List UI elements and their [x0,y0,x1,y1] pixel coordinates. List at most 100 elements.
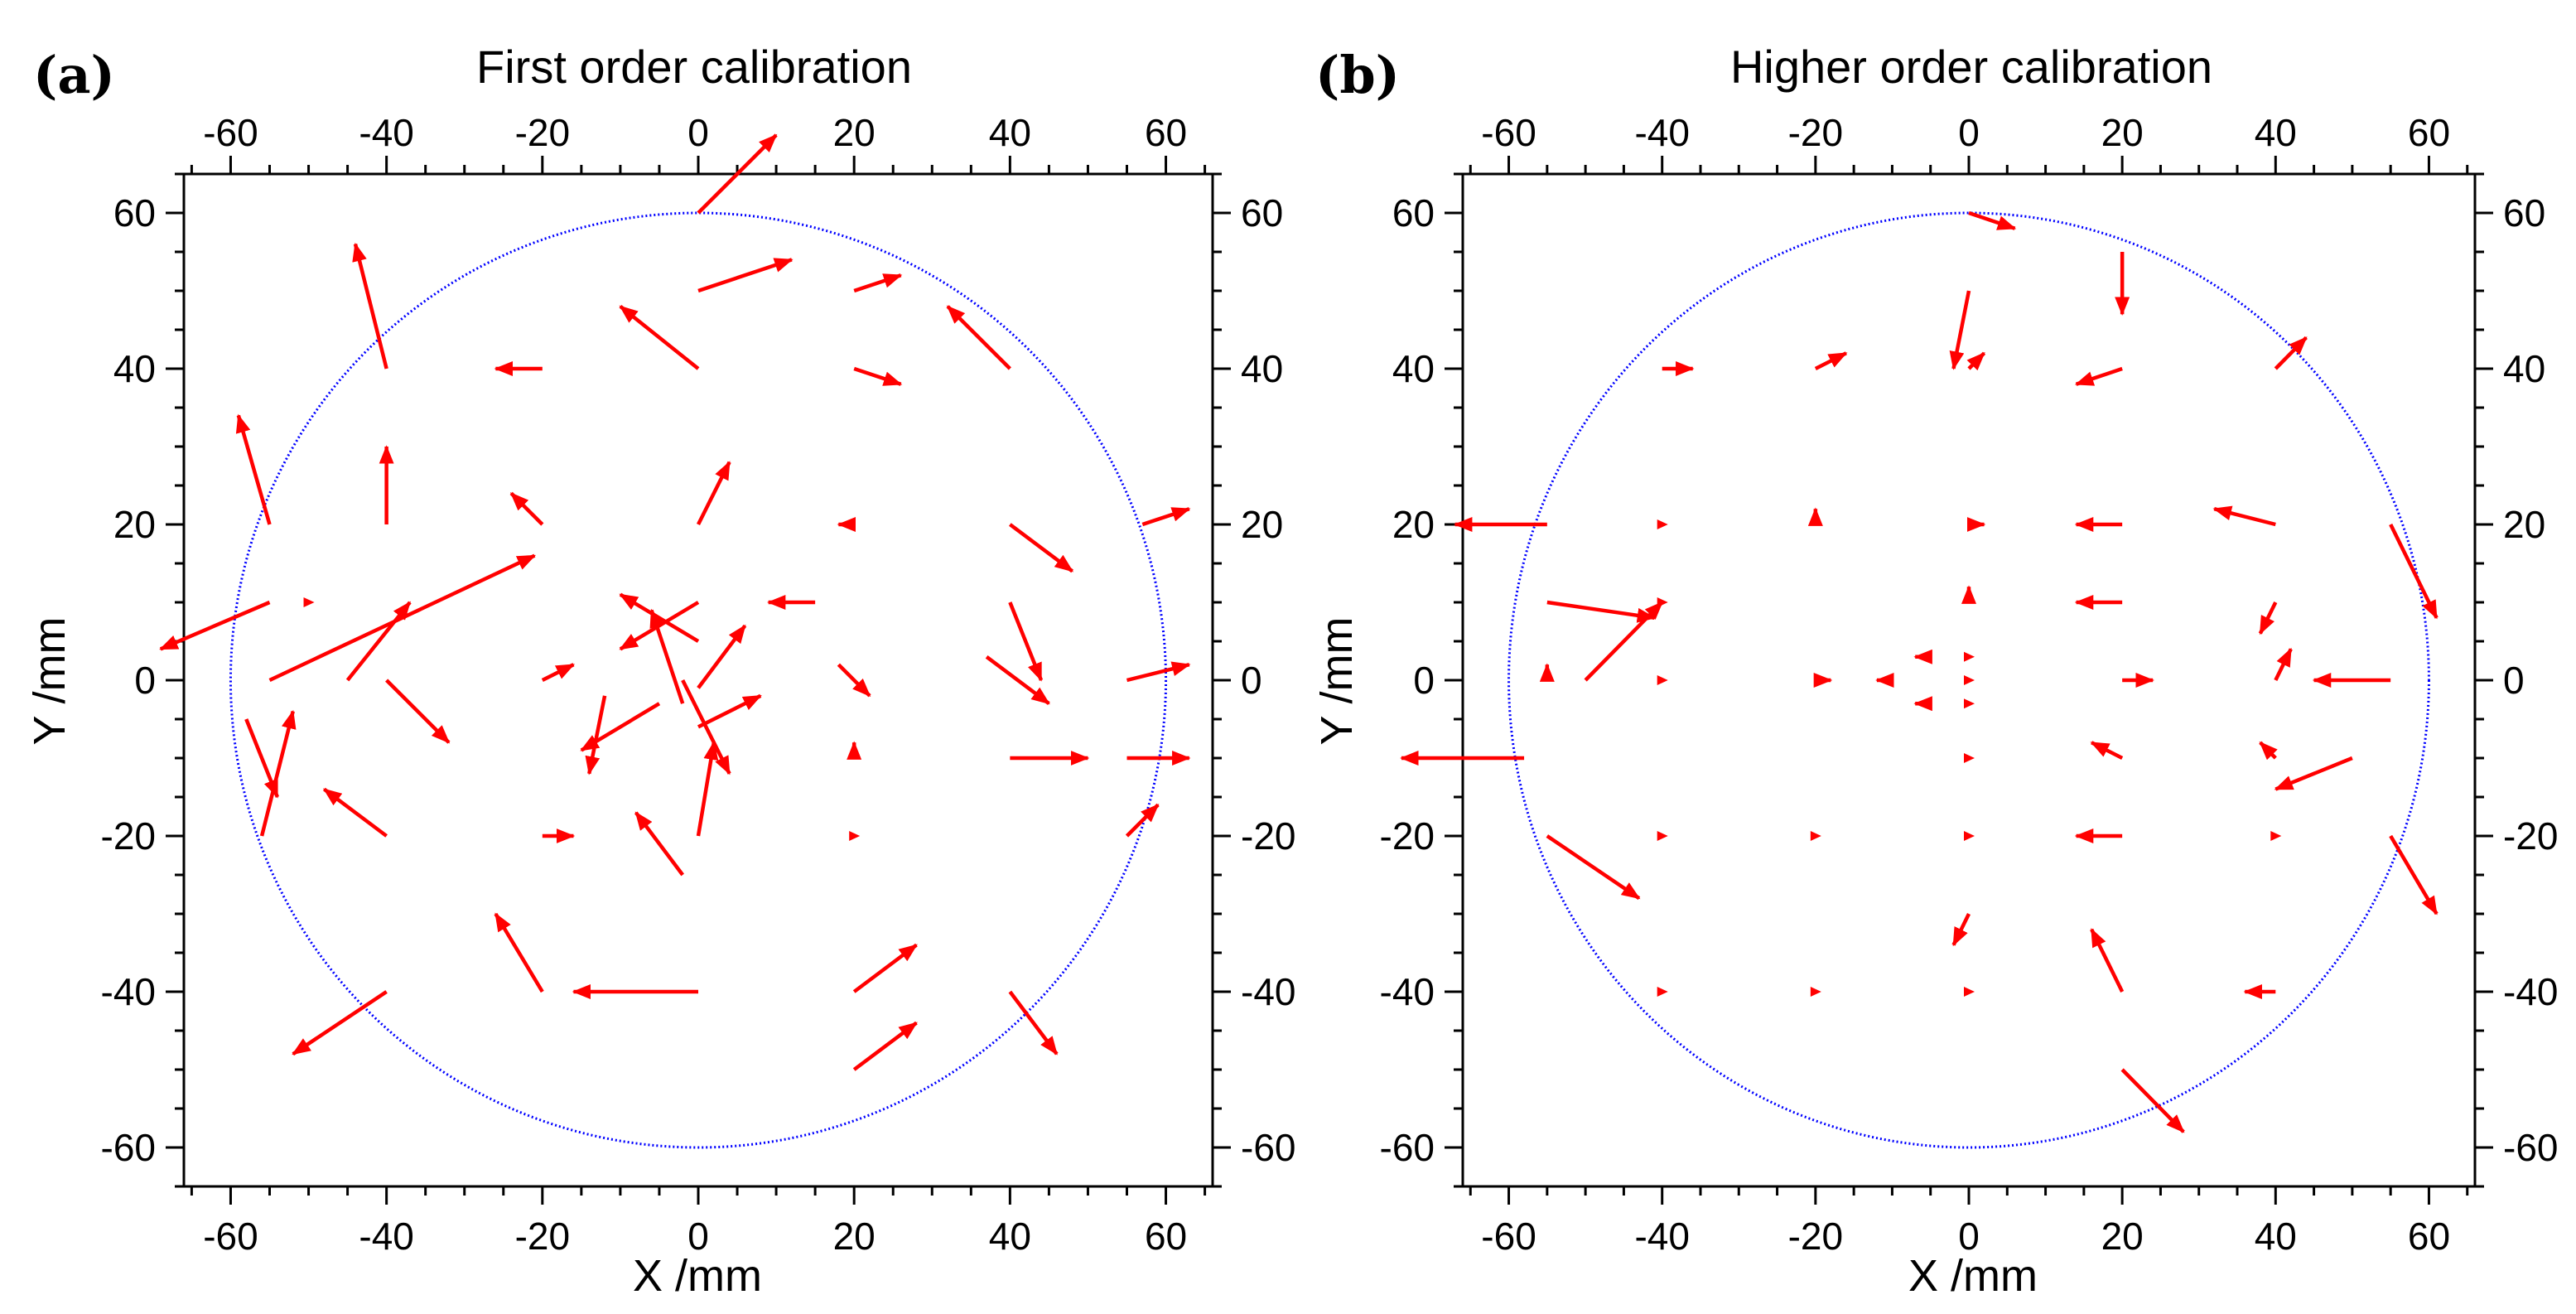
panel-a-chart: (a) First order calibration X /mm Y /mm … [25,41,1295,1301]
panel-a-x-bottom-tick-label: -60 [203,1215,258,1258]
panel-a-y-right-tick-label: -40 [1241,970,1295,1013]
panel-b-x-top-tick-label: -40 [1634,111,1689,154]
panel-b-vector-arrow [1964,831,1975,841]
panel-a-vector-arrow [303,597,315,607]
panel-b-y-left-tick-label: 0 [1413,659,1435,702]
panel-a-vector-arrow [585,695,607,775]
panel-b-vector-arrow [1968,210,2017,230]
panel-a-x-top-tick-label: -20 [515,111,570,154]
panel-b-arrows [1400,210,2439,1133]
panel-b-vector-arrow [1964,698,1975,709]
panel-a-vector-arrow [849,831,861,841]
panel-b-vector-arrow [1964,675,1975,685]
panel-a-vector-arrow [352,242,388,370]
panel-a-vector-arrow [697,258,794,293]
panel-b-vector-arrow [2212,505,2276,527]
panel-a-y-left-tick-label: 20 [113,503,156,546]
panel-a-calibration-circle [229,211,1168,1149]
panel-a-vector-arrow [235,413,272,525]
panel-a-vector-arrow [385,679,451,744]
panel-a-x-top-tick-label: -40 [359,111,413,154]
panel-b-chart: (b) Higher order calibration X /mm Y /mm… [1312,41,2558,1301]
panel-b-vector-arrow [1966,351,1986,371]
panel-a-vector-arrow [619,305,700,370]
panel-b-y-right-tick-label: 20 [2503,503,2545,546]
panel-a-vector-arrow [494,912,544,993]
panel-a-vector-arrow [1008,601,1044,682]
panel-b-x-bottom-tick-label: 40 [2255,1215,2297,1258]
panel-a-title: First order calibration [476,41,912,93]
panel-b-y-left-tick-label: -40 [1380,970,1435,1013]
panel-b-vector-arrow [1584,601,1664,682]
panel-a-vector-arrow [852,943,918,993]
panel-b-vector-arrow [2274,336,2308,370]
panel-b-vector-arrow [1951,913,1971,947]
panel-a-y-left-tick-label: -40 [101,970,156,1013]
panel-b-y-left-tick-label: 60 [1392,191,1435,234]
panel-b-y-right-tick-label: 0 [2503,659,2525,702]
panel-b-vector-arrow [1949,290,1971,370]
panel-a-vector-arrow [509,491,544,526]
panel-a-y-right-tick-label: 20 [1241,503,1283,546]
panel-a-vector-arrow [853,273,903,293]
panel-a-vector-arrow [580,702,661,752]
panel-a-plot-frame [182,172,1214,1188]
panel-a-vector-arrow [244,718,279,799]
panel-b-vector-arrow [2074,366,2123,386]
panel-a-x-top-tick-label: 20 [833,111,876,154]
panel-b-y-right-tick-label: 60 [2503,191,2545,234]
panel-b-y-right-tick-label: -40 [2503,970,2558,1013]
panel-a-y-left-tick-label: -60 [101,1126,156,1169]
panel-a-vector-arrow [696,741,719,837]
panel-a-x-top-tick-label: 60 [1145,111,1187,154]
panel-b-x-top-tick-label: -60 [1481,111,1536,154]
panel-a-y-right-tick-label: -60 [1241,1126,1295,1169]
panel-a-vector-arrow [681,679,731,775]
panel-a-vector-arrow [1126,661,1191,683]
panel-b-vector-arrow [1964,987,1975,997]
panel-b-y-left-tick-label: -20 [1380,814,1435,857]
panel-a-vector-arrow [619,601,700,651]
panel-b-vector-arrow [2259,741,2278,761]
panel-a-vector-arrow [541,663,576,683]
panel-a-vector-arrow [946,305,1011,370]
panel-b-y-right-tick-label: -20 [2503,814,2558,857]
panel-a-vector-arrow [697,624,747,689]
panel-b-vector-arrow [1657,519,1668,529]
panel-a-vector-arrow [1125,803,1160,838]
panel-a-x-bottom-tick-label: 40 [989,1215,1031,1258]
panel-a-vector-arrow [268,553,537,683]
panel-b-x-top-tick-label: 0 [1958,111,1980,154]
panel-b-vector-arrow [1810,987,1821,997]
panel-a-y-left-tick-label: 60 [113,191,156,234]
panel-b-x-bottom-tick-label: 0 [1958,1215,1980,1258]
panel-b-vector-arrow [1810,831,1821,841]
panel-a-x-bottom-tick-label: -40 [359,1215,413,1258]
panel-a-vector-arrow [697,693,762,729]
panel-a-y-left-tick-label: -20 [101,814,156,857]
panel-b-vector-arrow [1546,600,1657,623]
panel-a-y-right-tick-label: -20 [1241,814,1295,857]
panel-b-vector-arrow [2090,741,2124,761]
panel-b-y-left-tick-label: 40 [1392,347,1435,390]
panel-a-vector-arrow [1141,507,1191,527]
panel-a-x-top-tick-label: 40 [989,111,1031,154]
panel-b-x-top-tick-label: -20 [1788,111,1843,154]
panel-b-y-axis-label: Y /mm [1312,616,1362,745]
panel-a-vector-arrow [649,608,685,704]
panel-b-x-bottom-tick-label: 20 [2101,1215,2144,1258]
panel-a-vector-arrow [345,601,412,682]
panel-a-vector-arrow [696,461,731,526]
panel-b-vector-arrow [1546,834,1641,901]
panel-b-vector-arrow [2389,834,2439,915]
panel-a-vector-arrow [322,787,388,838]
panel-a-y-axis-label: Y /mm [25,616,75,745]
panel-b-x-top-tick-label: 40 [2255,111,2297,154]
panel-a-y-right-tick-label: 60 [1241,191,1283,234]
panel-b-vector-arrow [1964,753,1975,763]
panel-b-x-bottom-tick-label: -40 [1634,1215,1689,1258]
panel-b-vector-arrow [1964,651,1975,662]
panel-a-y-right-tick-label: 40 [1241,347,1283,390]
panel-a-vector-arrow [697,133,778,215]
panel-a-vector-arrow [259,709,297,837]
